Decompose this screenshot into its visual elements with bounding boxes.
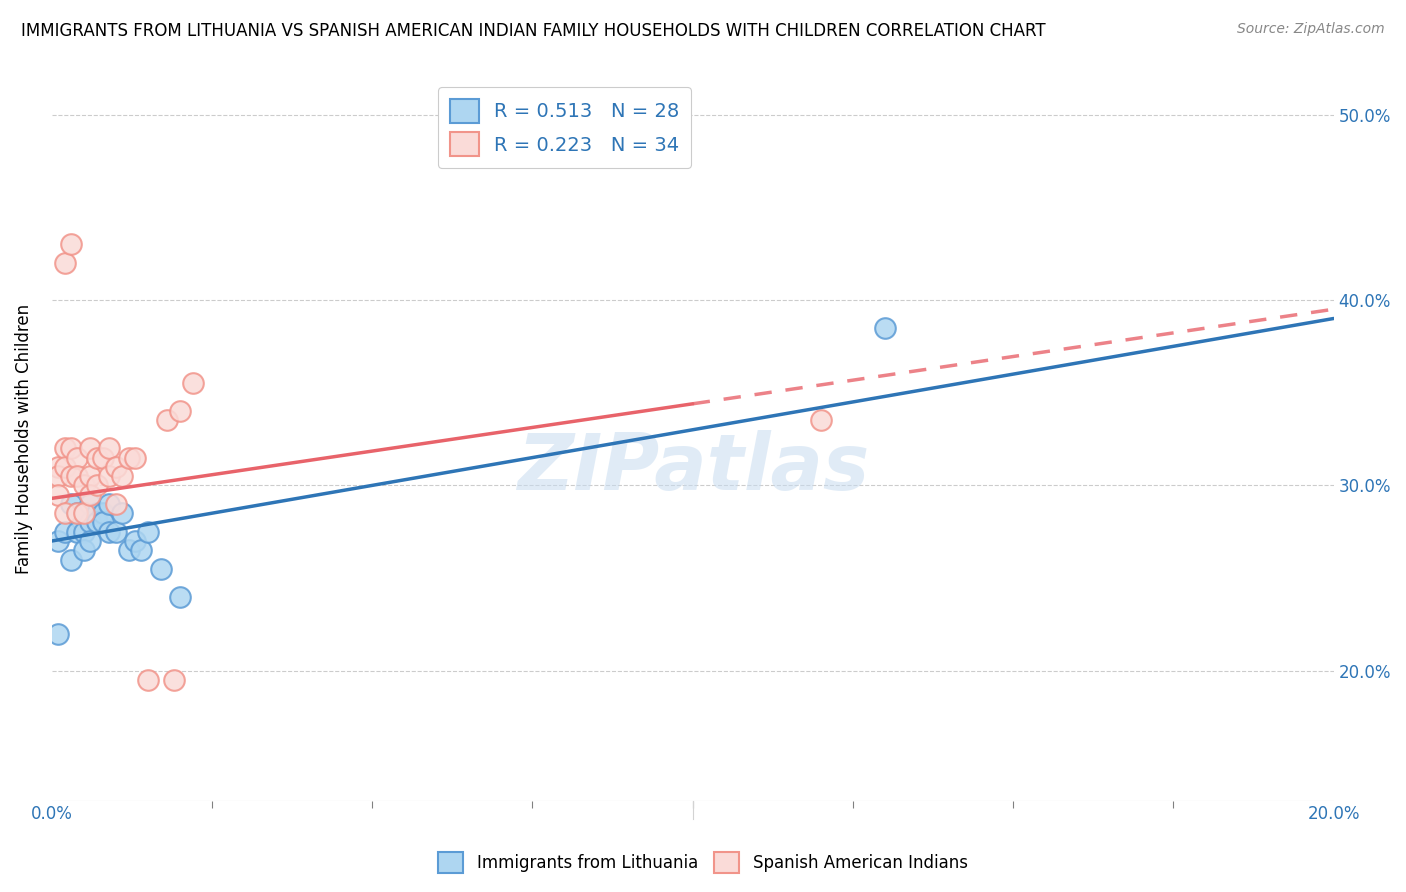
Point xyxy=(181,376,204,391)
Point xyxy=(66,506,89,520)
Point xyxy=(59,237,82,252)
Point xyxy=(873,320,896,334)
Point xyxy=(136,673,159,687)
Legend: R = 0.513   N = 28, R = 0.223   N = 34: R = 0.513 N = 28, R = 0.223 N = 34 xyxy=(437,87,692,168)
Point xyxy=(66,469,89,483)
Point xyxy=(73,506,96,520)
Point xyxy=(73,506,96,520)
Point xyxy=(73,543,96,558)
Point xyxy=(91,506,114,520)
Point xyxy=(810,413,832,427)
Point xyxy=(98,469,121,483)
Point xyxy=(91,450,114,465)
Point xyxy=(136,524,159,539)
Point xyxy=(53,506,76,520)
Point xyxy=(169,404,191,418)
Text: IMMIGRANTS FROM LITHUANIA VS SPANISH AMERICAN INDIAN FAMILY HOUSEHOLDS WITH CHIL: IMMIGRANTS FROM LITHUANIA VS SPANISH AME… xyxy=(21,22,1046,40)
Point xyxy=(79,516,101,530)
Point xyxy=(53,524,76,539)
Point xyxy=(98,524,121,539)
Point xyxy=(98,442,121,456)
Point xyxy=(79,497,101,511)
Point xyxy=(79,442,101,456)
Point xyxy=(46,534,69,549)
Point xyxy=(53,459,76,474)
Point xyxy=(156,413,179,427)
Point xyxy=(79,488,101,502)
Point xyxy=(66,450,89,465)
Point xyxy=(59,497,82,511)
Point xyxy=(149,562,172,576)
Point xyxy=(79,469,101,483)
Point xyxy=(46,469,69,483)
Text: Source: ZipAtlas.com: Source: ZipAtlas.com xyxy=(1237,22,1385,37)
Point xyxy=(131,543,153,558)
Point xyxy=(53,442,76,456)
Point xyxy=(86,516,108,530)
Point xyxy=(53,256,76,270)
Point xyxy=(91,516,114,530)
Point xyxy=(162,673,184,687)
Point xyxy=(104,524,127,539)
Point xyxy=(59,442,82,456)
Point xyxy=(79,534,101,549)
Y-axis label: Family Households with Children: Family Households with Children xyxy=(15,304,32,574)
Point xyxy=(73,524,96,539)
Point xyxy=(59,552,82,566)
Point xyxy=(169,590,191,604)
Legend: Immigrants from Lithuania, Spanish American Indians: Immigrants from Lithuania, Spanish Ameri… xyxy=(432,846,974,880)
Point xyxy=(66,506,89,520)
Point xyxy=(118,450,141,465)
Point xyxy=(118,543,141,558)
Point xyxy=(86,506,108,520)
Point xyxy=(86,478,108,492)
Point xyxy=(59,469,82,483)
Point xyxy=(104,497,127,511)
Point xyxy=(73,478,96,492)
Point xyxy=(66,524,89,539)
Point xyxy=(98,497,121,511)
Point xyxy=(46,459,69,474)
Point xyxy=(124,450,146,465)
Point xyxy=(111,506,134,520)
Point xyxy=(104,459,127,474)
Text: ZIPatlas: ZIPatlas xyxy=(516,430,869,506)
Point xyxy=(111,469,134,483)
Point xyxy=(46,626,69,640)
Point xyxy=(86,450,108,465)
Point xyxy=(124,534,146,549)
Point xyxy=(46,488,69,502)
